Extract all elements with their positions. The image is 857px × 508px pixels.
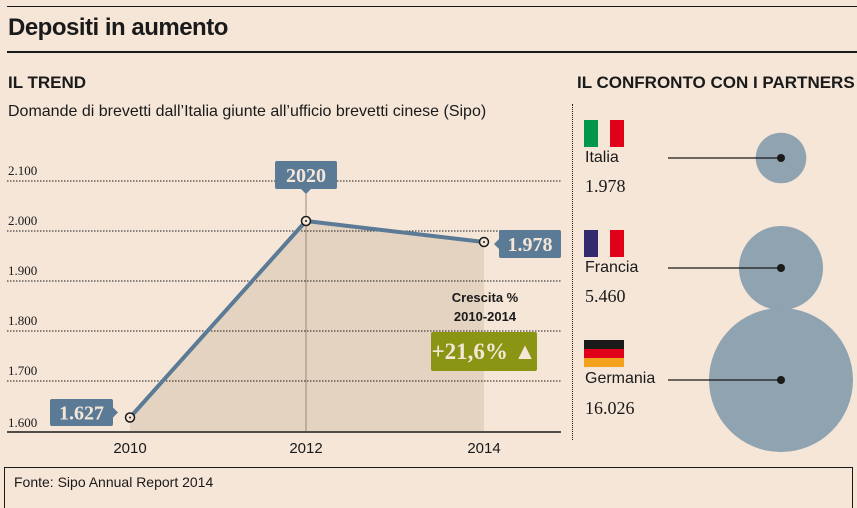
source-note: Fonte: Sipo Annual Report 2014 [14,474,214,490]
france-flag-icon [584,230,624,257]
growth-label: Crescita % 2010-2014 [425,288,545,326]
growth-label-line2: 2010-2014 [453,309,517,324]
data-label-box [499,230,561,258]
country-name: Italia [585,149,619,166]
data-label-pointer [494,239,499,249]
partners-heading: IL CONFRONTO CON I PARTNERS [577,73,855,92]
country-value: 1.978 [585,176,626,196]
bubble-center [777,264,785,272]
country-name: Francia [585,259,639,276]
data-label: 1.627 [59,403,104,425]
germany-flag-icon [584,340,624,367]
trend-heading: IL TREND [8,73,87,92]
y-tick-label: 1.600 [8,415,37,430]
y-tick-label: 1.800 [8,313,37,328]
data-label-pointer [301,189,311,194]
growth-label-line1: Crescita % [451,290,519,305]
y-tick-label: 2.000 [8,213,37,228]
footer: Fonte: Sipo Annual Report 2014 [4,467,853,508]
data-label-box [275,161,337,189]
x-tick-label: 2010 [113,440,147,457]
bubble-center [777,154,785,162]
data-label: 2020 [286,165,326,187]
data-point-center [305,220,307,222]
country-name: Germania [585,370,656,387]
data-label-box [50,399,113,426]
country-value: 16.026 [585,398,635,418]
trend-subtitle: Domande di brevetti dall’Italia giunte a… [8,103,487,120]
y-tick-label: 2.100 [8,163,37,178]
bubble-center [777,376,785,384]
growth-badge: +21,6% ▲ [431,332,537,371]
data-point-center [483,241,485,243]
data-point-center [129,416,131,419]
y-tick-label: 1.900 [8,263,37,278]
page-title: Depositi in aumento [8,14,228,41]
top-rule [7,6,857,7]
data-label-pointer [113,407,118,418]
country-value: 5.460 [585,286,626,306]
italy-flag-icon [584,120,624,147]
section-divider [572,104,573,440]
data-label: 1.978 [508,234,553,256]
chart-area [130,221,484,431]
x-tick-label: 2012 [289,440,323,457]
x-tick-label: 2014 [467,440,501,457]
y-tick-label: 1.700 [8,363,37,378]
title-rule [7,51,857,53]
